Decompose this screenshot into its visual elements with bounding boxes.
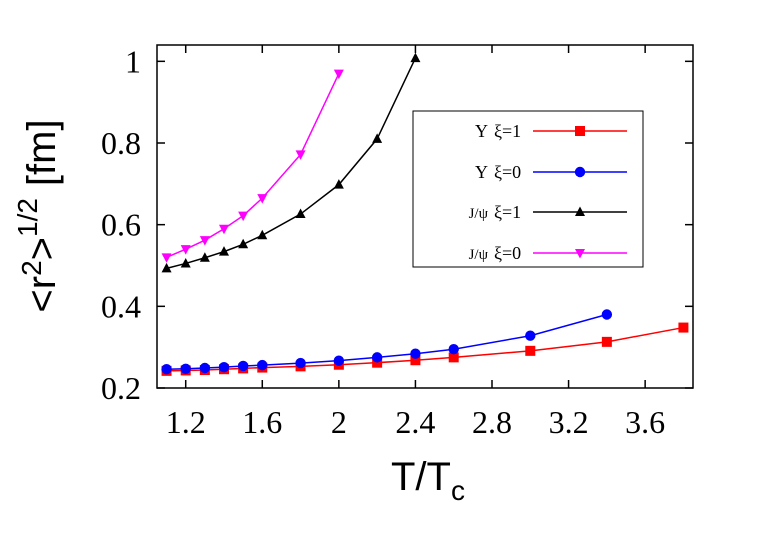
x-tick-label: 3.2 bbox=[549, 404, 589, 440]
x-tick-label: 2.4 bbox=[395, 404, 435, 440]
data-point bbox=[180, 245, 191, 255]
x-axis-label-sub: c bbox=[451, 475, 465, 506]
data-point bbox=[257, 359, 268, 371]
series-line bbox=[166, 73, 340, 259]
data-point bbox=[161, 253, 172, 263]
legend-particle-label: J/ψ bbox=[469, 206, 489, 222]
x-axis-label: T/Tc bbox=[391, 455, 465, 506]
data-point bbox=[371, 352, 383, 363]
data-point bbox=[333, 69, 344, 80]
data-point bbox=[180, 257, 191, 268]
data-point bbox=[525, 345, 536, 356]
data-point bbox=[180, 363, 191, 375]
x-axis-label-main: T/T bbox=[391, 455, 451, 499]
series-2 bbox=[161, 52, 421, 273]
data-point bbox=[525, 330, 536, 341]
y-tick-label: 0.4 bbox=[101, 288, 141, 324]
data-point bbox=[237, 360, 249, 372]
data-point bbox=[333, 179, 344, 189]
legend-marker bbox=[575, 249, 585, 259]
series-layer bbox=[161, 52, 689, 376]
data-point bbox=[161, 364, 172, 375]
data-point bbox=[219, 224, 229, 235]
y-axis-label-unit: [fm] bbox=[20, 119, 64, 186]
plot-frame bbox=[156, 44, 694, 389]
data-point bbox=[295, 357, 306, 369]
legend-entry: J/ψ ξ=0 bbox=[469, 243, 627, 263]
legend-marker bbox=[575, 126, 585, 136]
y-ticks: 0.2 0.4 0.6 0.8 1 bbox=[101, 43, 693, 406]
legend-xi-label: ξ=1 bbox=[494, 202, 521, 222]
data-point bbox=[295, 208, 306, 219]
x-tick-label: 1.2 bbox=[166, 404, 206, 440]
y-tick-label: 0.6 bbox=[101, 207, 141, 243]
data-point bbox=[410, 355, 421, 366]
y-axis-label-sup1: 2 bbox=[16, 260, 47, 276]
y-axis-label-mid: > bbox=[20, 237, 64, 260]
data-point bbox=[410, 52, 421, 63]
legend-xi-label: ξ=0 bbox=[494, 162, 521, 182]
x-ticks: 1.2 1.6 2 2.4 2.8 3.2 3.6 bbox=[166, 45, 665, 440]
data-point bbox=[295, 150, 306, 160]
y-axis-label-main: <r bbox=[20, 276, 64, 313]
legend-particle-label: Υ bbox=[475, 121, 488, 141]
y-tick-label: 0.2 bbox=[101, 370, 141, 406]
data-point bbox=[199, 252, 210, 262]
data-point bbox=[448, 344, 459, 355]
data-point bbox=[257, 194, 268, 204]
series-line bbox=[166, 313, 608, 370]
data-point bbox=[410, 348, 421, 359]
y-axis-label-sup2: 1/2 bbox=[12, 198, 43, 237]
x-tick-label: 1.6 bbox=[242, 404, 282, 440]
legend-particle-label: Υ bbox=[475, 162, 488, 182]
legend-marker bbox=[575, 206, 585, 216]
legend-entry: J/ψ ξ=1 bbox=[469, 202, 627, 222]
data-point bbox=[199, 236, 210, 246]
data-point bbox=[372, 133, 383, 143]
series-3 bbox=[161, 69, 344, 263]
data-point bbox=[257, 229, 268, 240]
legend-xi-label: ξ=1 bbox=[494, 121, 521, 141]
data-point bbox=[448, 352, 459, 363]
series-1 bbox=[161, 309, 613, 375]
legend-particle-label: J/ψ bbox=[469, 247, 489, 263]
data-point bbox=[161, 262, 172, 273]
data-point bbox=[601, 309, 613, 320]
y-tick-label: 0.8 bbox=[101, 125, 141, 161]
legend-marker bbox=[574, 166, 586, 178]
x-tick-label: 2 bbox=[331, 404, 347, 440]
legend-box bbox=[412, 110, 644, 268]
y-tick-label: 1 bbox=[125, 43, 141, 79]
data-point bbox=[219, 246, 229, 256]
legend-xi-label: ξ=0 bbox=[494, 243, 521, 263]
x-tick-label: 3.6 bbox=[625, 404, 665, 440]
data-point bbox=[601, 336, 612, 347]
y-axis-label: <r2>1/2 [fm] bbox=[12, 119, 64, 312]
data-point bbox=[678, 322, 689, 333]
series-line bbox=[166, 57, 417, 270]
data-point bbox=[199, 362, 211, 374]
x-tick-label: 2.8 bbox=[472, 404, 512, 440]
data-point bbox=[238, 211, 249, 222]
data-point bbox=[238, 238, 249, 249]
data-point bbox=[333, 355, 345, 366]
data-point bbox=[372, 357, 383, 368]
data-point bbox=[218, 361, 230, 373]
